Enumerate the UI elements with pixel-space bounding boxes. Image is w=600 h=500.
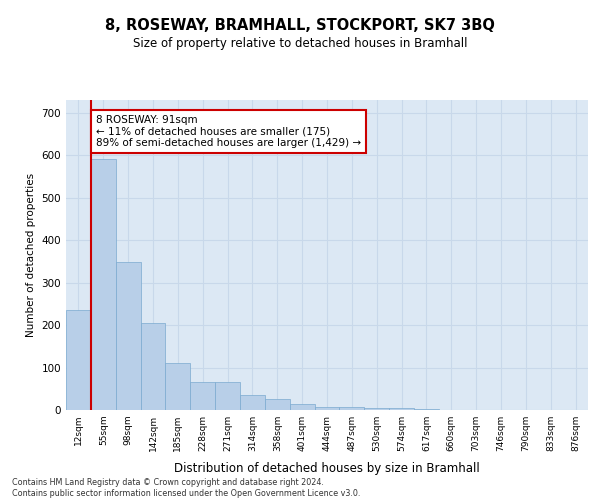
Bar <box>91 160 116 410</box>
Text: 8, ROSEWAY, BRAMHALL, STOCKPORT, SK7 3BQ: 8, ROSEWAY, BRAMHALL, STOCKPORT, SK7 3BQ <box>105 18 495 32</box>
X-axis label: Distribution of detached houses by size in Bramhall: Distribution of detached houses by size … <box>174 462 480 475</box>
Bar <box>340 406 364 410</box>
Text: Contains HM Land Registry data © Crown copyright and database right 2024.
Contai: Contains HM Land Registry data © Crown c… <box>12 478 361 498</box>
Bar <box>265 398 290 410</box>
Bar <box>414 409 439 410</box>
Bar <box>240 395 265 410</box>
Bar <box>190 382 215 410</box>
Bar <box>314 406 340 410</box>
Bar <box>166 364 190 410</box>
Bar <box>290 404 314 410</box>
Bar <box>116 262 140 410</box>
Text: 8 ROSEWAY: 91sqm
← 11% of detached houses are smaller (175)
89% of semi-detached: 8 ROSEWAY: 91sqm ← 11% of detached house… <box>96 115 361 148</box>
Bar <box>389 408 414 410</box>
Bar <box>140 323 166 410</box>
Text: Size of property relative to detached houses in Bramhall: Size of property relative to detached ho… <box>133 38 467 51</box>
Bar <box>66 310 91 410</box>
Bar <box>215 382 240 410</box>
Bar <box>364 408 389 410</box>
Y-axis label: Number of detached properties: Number of detached properties <box>26 173 36 337</box>
